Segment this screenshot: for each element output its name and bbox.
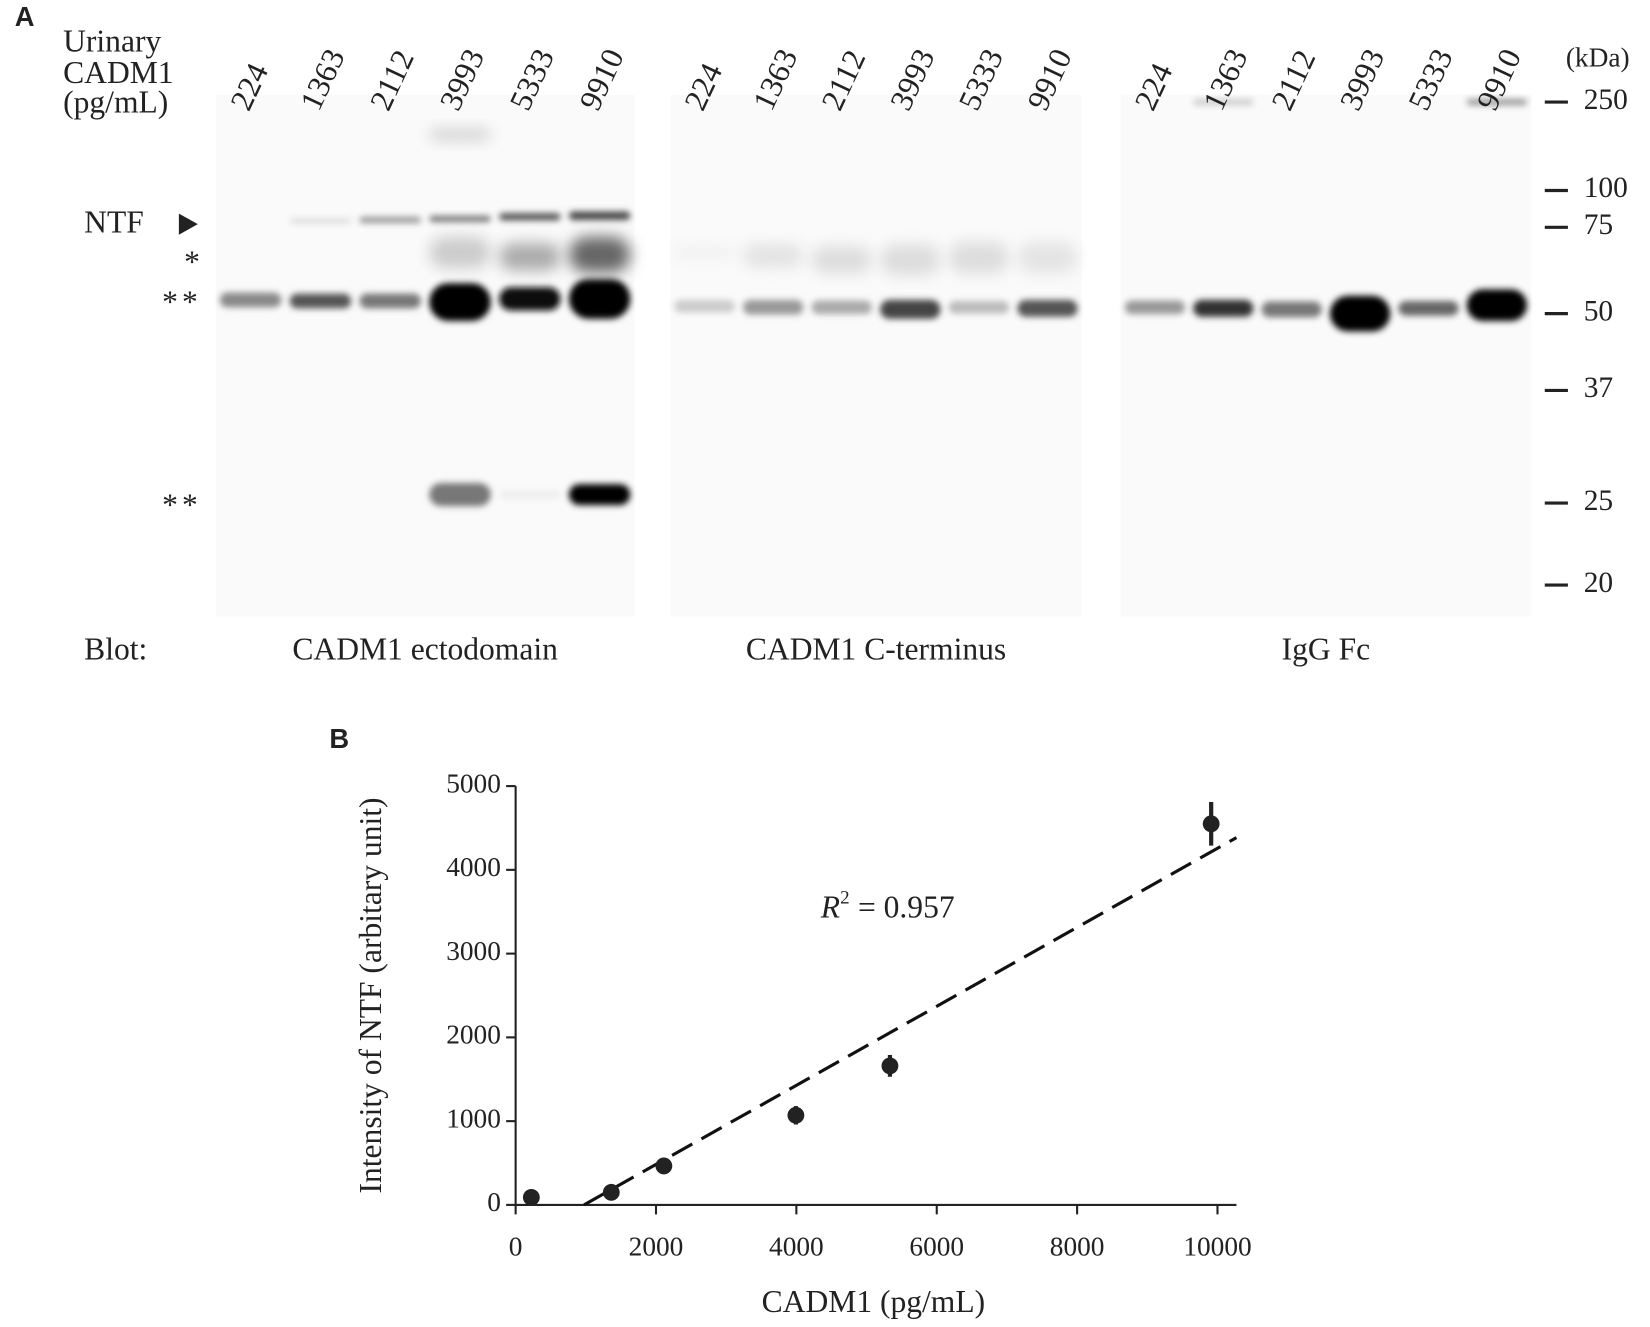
band (359, 293, 421, 309)
y-axis-title: Intensity of NTF (arbitary unit) (353, 797, 388, 1193)
band (1261, 301, 1322, 318)
band-label: ** (162, 488, 202, 523)
arrowhead (178, 213, 198, 235)
blot-label: Blot: (84, 632, 147, 667)
band (359, 216, 421, 224)
blot-name: IgG Fc (1282, 632, 1371, 667)
band (811, 300, 872, 315)
blot-name: CADM1 C-terminus (746, 632, 1006, 667)
annotation-exponent: 2 (840, 888, 849, 909)
band (499, 287, 561, 311)
band-label: NTF (84, 204, 144, 239)
x-tick-label: 4000 (769, 1231, 824, 1261)
marker-label: 37 (1584, 372, 1613, 404)
band (429, 483, 491, 507)
blot-name: CADM1 ectodomain (292, 632, 558, 667)
point (602, 1183, 620, 1201)
band (499, 490, 561, 499)
x-tick-label: 10000 (1183, 1231, 1251, 1261)
band (743, 244, 804, 268)
band (948, 300, 1010, 314)
band (429, 236, 491, 269)
annotation: R2 = 0.957 (820, 888, 955, 924)
marker-label: 75 (1584, 209, 1613, 241)
band (568, 484, 631, 506)
band (1398, 300, 1459, 316)
marker-label: 25 (1584, 485, 1613, 517)
x-tick-label: 8000 (1050, 1231, 1105, 1261)
band (811, 246, 872, 274)
y-tick-label: 1000 (446, 1103, 501, 1133)
marker-label: 20 (1584, 567, 1613, 599)
marker-unit: (kDa) (1566, 42, 1630, 72)
point (881, 1057, 899, 1075)
point (522, 1188, 540, 1206)
band (880, 244, 941, 276)
band (1466, 98, 1527, 106)
band-label: * (184, 244, 200, 279)
band (568, 211, 631, 220)
band (948, 242, 1010, 274)
x-tick-label: 6000 (909, 1231, 964, 1261)
blot-panel (215, 94, 635, 617)
band (1466, 289, 1527, 321)
band (1193, 98, 1254, 106)
band (568, 236, 631, 273)
point (1202, 815, 1220, 833)
band (499, 213, 561, 221)
marker-label: 100 (1584, 172, 1628, 204)
row-label: (pg/mL) (63, 85, 168, 120)
band (429, 129, 491, 140)
band (1193, 299, 1254, 317)
band (674, 299, 735, 313)
panel-letter: A (15, 1, 35, 32)
annotation-symbol: R (820, 890, 840, 925)
band (499, 243, 561, 271)
band (219, 292, 282, 308)
band (289, 293, 352, 309)
panel-letter: B (329, 723, 349, 754)
band (674, 247, 735, 258)
blot-panel (670, 94, 1082, 617)
y-tick-label: 4000 (446, 852, 501, 882)
row-label: Urinary (63, 23, 161, 58)
y-tick-label: 5000 (446, 768, 501, 798)
band (429, 215, 491, 223)
y-tick-label: 0 (487, 1187, 501, 1217)
point (655, 1157, 673, 1175)
band (1124, 300, 1185, 315)
x-axis-title: CADM1 (pg/mL) (762, 1284, 985, 1319)
y-tick-label: 2000 (446, 1020, 501, 1050)
y-tick-label: 3000 (446, 936, 501, 966)
band (568, 278, 631, 319)
band (743, 299, 804, 315)
annotation-text: = 0.957 (858, 890, 955, 925)
band (1017, 299, 1078, 317)
band (1017, 242, 1078, 274)
band (429, 283, 491, 321)
blot-panel (1120, 94, 1532, 617)
band (880, 299, 941, 319)
x-tick-label: 2000 (629, 1231, 684, 1261)
marker-label: 50 (1584, 295, 1613, 327)
band (1329, 295, 1391, 332)
x-tick-label: 0 (509, 1231, 523, 1261)
band-label: ** (162, 284, 202, 319)
row-label: CADM1 (63, 55, 173, 90)
band (289, 218, 352, 224)
marker-label: 250 (1584, 84, 1628, 116)
point (787, 1106, 805, 1124)
trendline (583, 836, 1238, 1207)
